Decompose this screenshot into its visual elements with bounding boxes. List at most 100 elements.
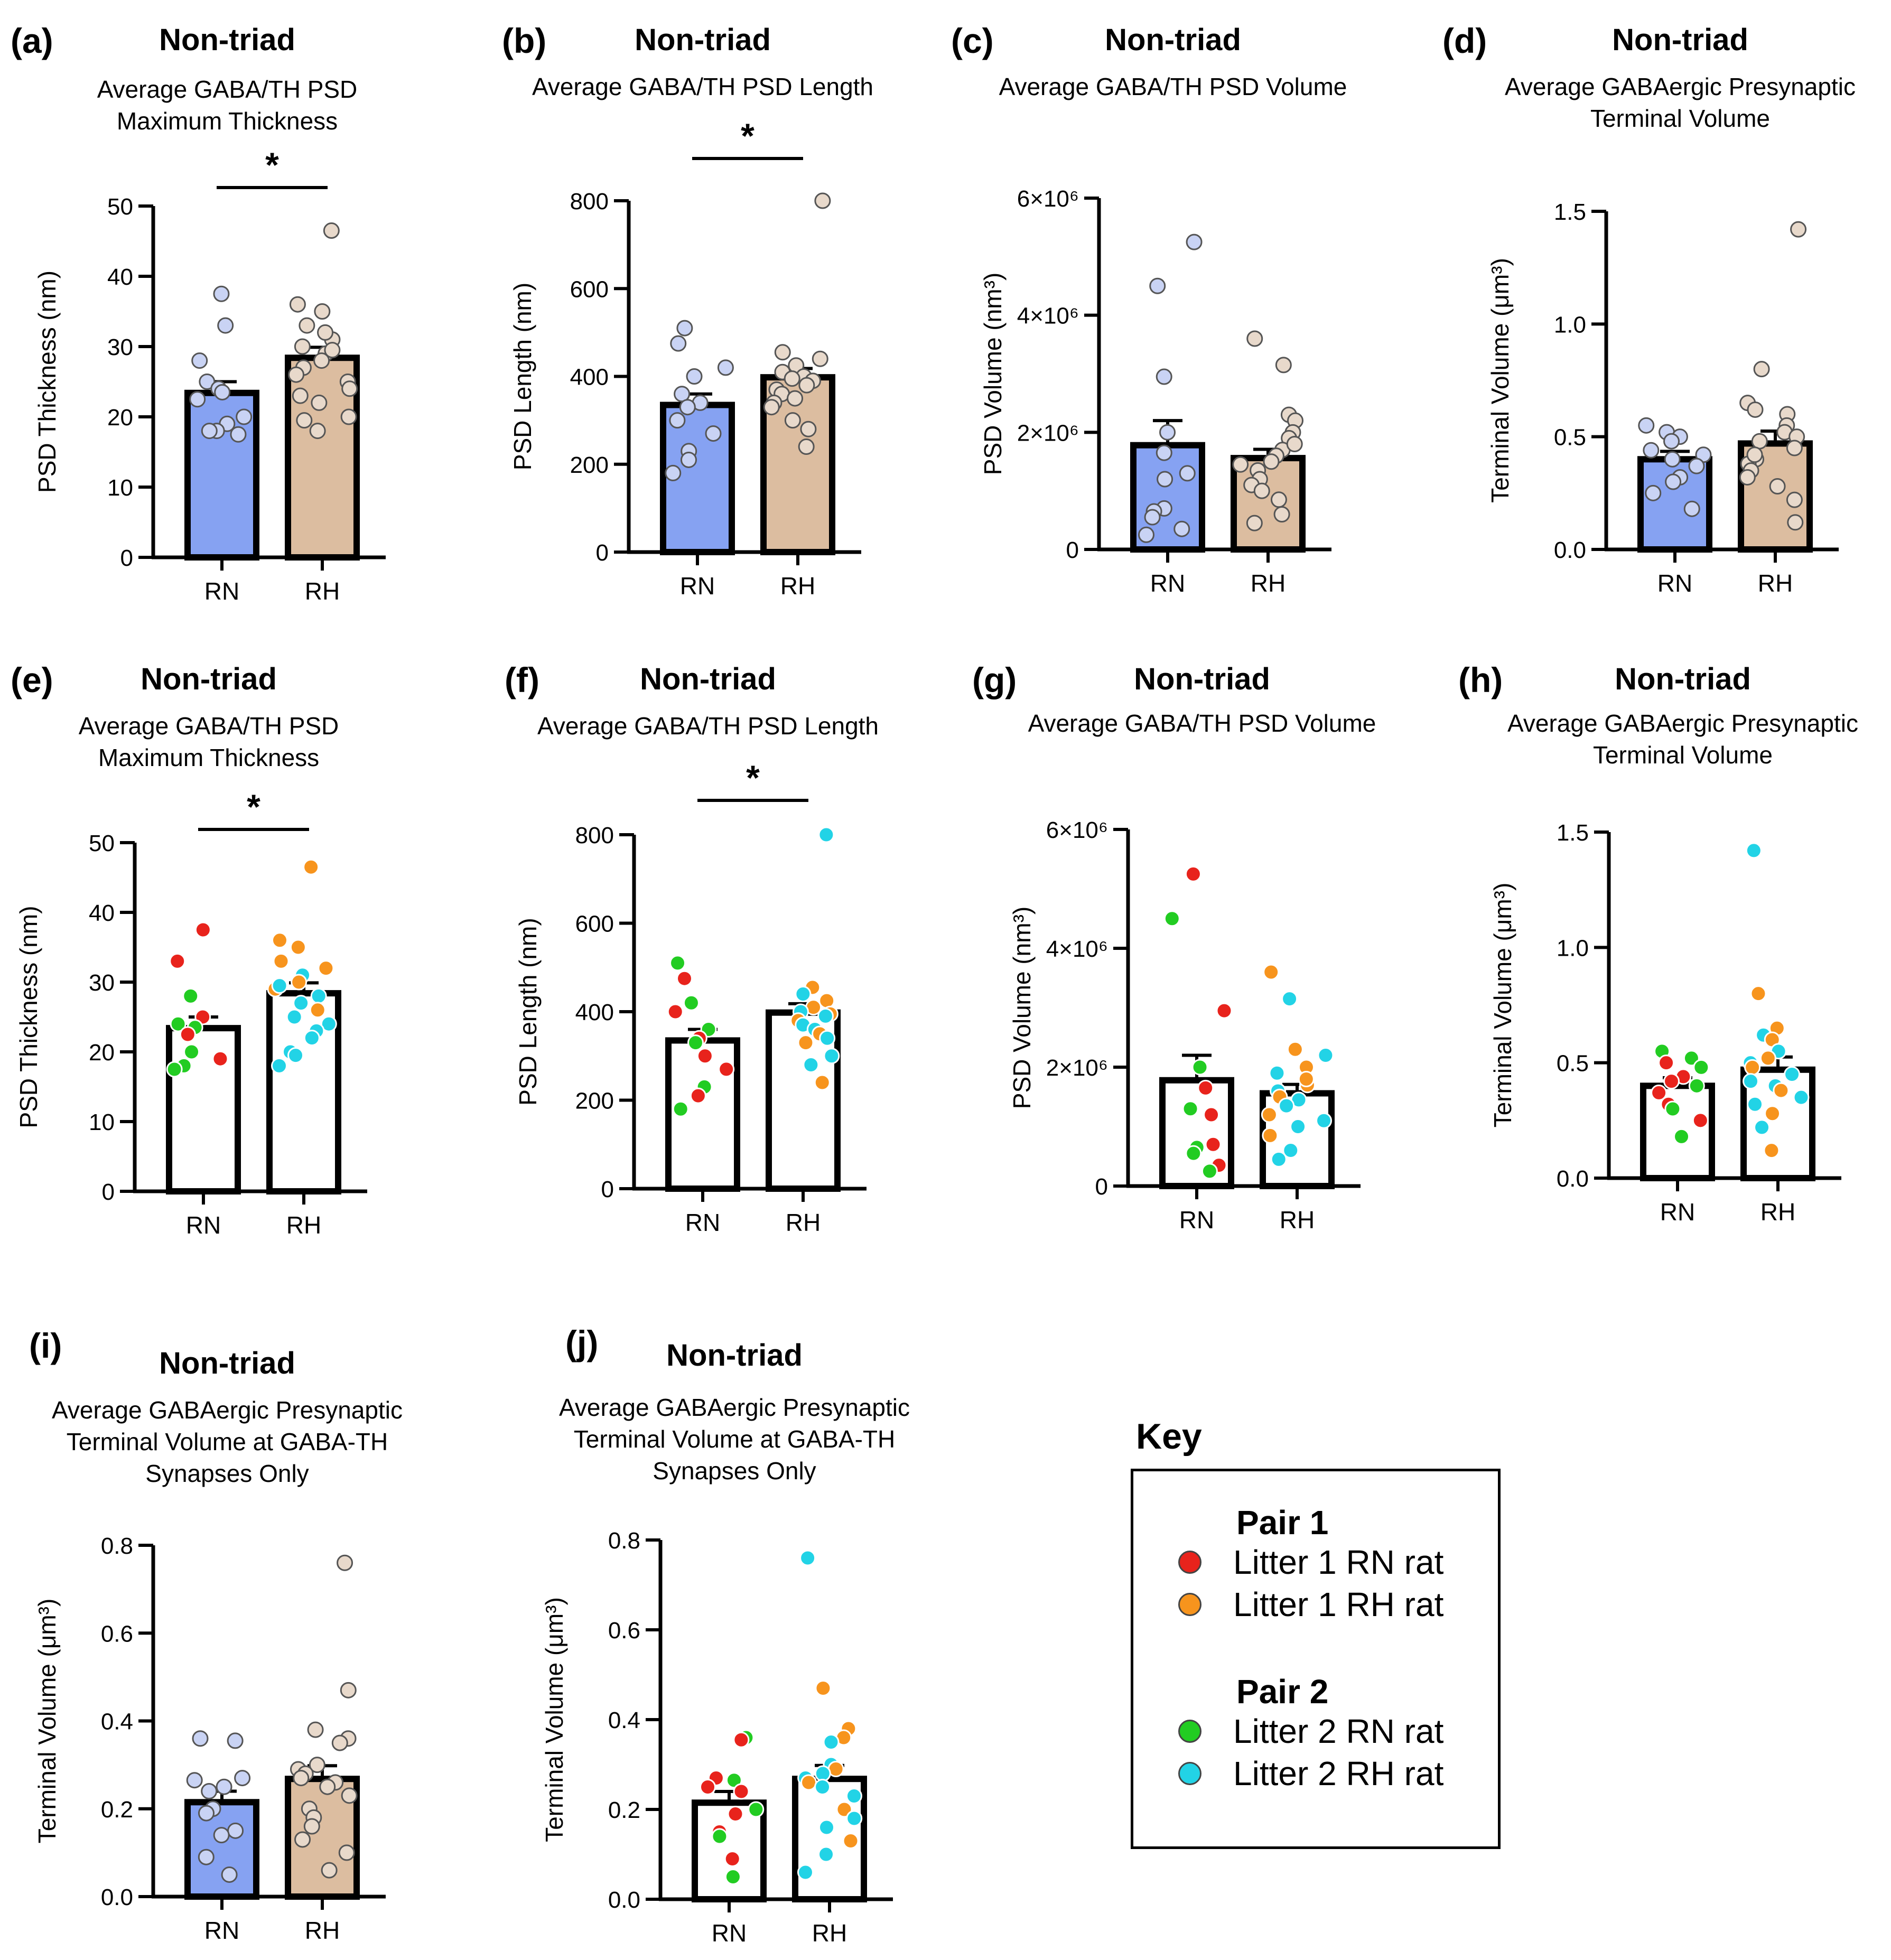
data-point: [271, 1057, 287, 1074]
data-point: [1281, 991, 1298, 1007]
data-point: [1273, 506, 1290, 522]
y-axis-label: PSD Length (nm): [509, 283, 536, 470]
significance-star: *: [247, 787, 260, 826]
x-tick-label: RH: [812, 1919, 847, 1947]
panel-subtitle: Average GABAergic Presynaptic: [1505, 73, 1856, 100]
data-point: [318, 960, 334, 977]
x-tick-label: RH: [786, 1209, 821, 1236]
data-point: [1173, 520, 1190, 537]
data-point: [310, 987, 327, 1004]
data-point: [338, 1844, 355, 1861]
data-point: [1159, 424, 1176, 441]
data-point: [799, 1550, 816, 1566]
data-point: [1651, 1084, 1668, 1101]
data-point: [823, 1048, 840, 1065]
data-point: [303, 1818, 320, 1835]
data-point: [690, 1087, 706, 1104]
panel-subtitle: Maximum Thickness: [117, 107, 338, 135]
key-entry-label: Litter 2 RH rat: [1233, 1754, 1444, 1793]
y-tick-label: 600: [575, 911, 614, 937]
data-point: [1287, 1041, 1303, 1058]
data-point: [216, 1778, 232, 1795]
data-point: [1149, 277, 1166, 294]
data-point: [1182, 1100, 1199, 1117]
data-point: [1157, 471, 1173, 488]
data-point: [818, 826, 835, 843]
data-point: [676, 970, 693, 987]
data-point: [1197, 1079, 1214, 1096]
x-tick-label: RN: [204, 1917, 239, 1944]
data-point: [1203, 1106, 1220, 1123]
y-tick-label: 2×10⁶: [1017, 420, 1079, 446]
data-point: [314, 303, 331, 320]
data-point: [191, 352, 208, 369]
panel-letter: (g): [972, 660, 1017, 699]
data-point: [819, 1030, 836, 1047]
data-point: [189, 391, 206, 408]
key-entry-litter2-rn: Litter 2 RN rat: [1178, 1712, 1443, 1751]
y-tick-label: 6×10⁶: [1017, 186, 1079, 212]
data-point: [1201, 1163, 1218, 1180]
y-axis-label: PSD Volume (nm³): [1008, 907, 1036, 1109]
data-point: [217, 317, 234, 334]
data-point: [1764, 1105, 1781, 1122]
data-point: [1205, 1136, 1222, 1153]
data-point: [845, 1788, 862, 1804]
x-tick-label: RN: [204, 577, 239, 605]
data-point: [1683, 500, 1700, 517]
y-axis-label: Terminal Volume (μm³): [1489, 883, 1516, 1128]
data-point: [1185, 865, 1201, 882]
data-point: [842, 1833, 859, 1849]
significance-star: *: [741, 116, 754, 155]
y-tick-label: 1.0: [1557, 935, 1589, 961]
orange-dot-icon: [1178, 1593, 1201, 1616]
y-tick-label: 0.8: [608, 1528, 640, 1554]
data-point: [727, 1806, 744, 1822]
data-point: [324, 342, 341, 359]
data-point: [1263, 453, 1280, 470]
y-tick-label: 10: [107, 475, 133, 501]
x-tick-label: RH: [780, 572, 815, 600]
data-point: [681, 451, 697, 468]
data-point: [236, 408, 253, 425]
data-point: [818, 1846, 835, 1863]
panel-title: Non-triad: [1105, 23, 1241, 57]
y-tick-label: 0.0: [608, 1887, 640, 1913]
x-tick-label: RN: [186, 1211, 221, 1239]
data-point: [1263, 964, 1280, 981]
data-point: [221, 1866, 238, 1883]
y-axis-label: Terminal Volume (μm³): [541, 1597, 568, 1842]
x-tick-label: RN: [680, 572, 715, 600]
data-point: [1232, 456, 1249, 473]
panel-title: Non-triad: [1612, 23, 1748, 57]
panel-subtitle: Average GABA/TH PSD: [79, 712, 339, 740]
data-point: [1275, 357, 1292, 374]
y-tick-label: 2×10⁶: [1046, 1055, 1108, 1081]
data-point: [1769, 478, 1786, 495]
data-point: [1664, 1100, 1681, 1117]
data-point: [669, 955, 686, 972]
panel-subtitle: Terminal Volume: [1590, 105, 1770, 132]
y-tick-label: 50: [107, 194, 133, 220]
y-axis-label: PSD Volume (nm³): [979, 273, 1007, 475]
bar: [166, 1025, 241, 1194]
data-point: [797, 1864, 814, 1881]
data-point: [1784, 1066, 1801, 1082]
data-point: [1179, 465, 1196, 482]
data-point: [1253, 482, 1270, 499]
data-point: [696, 1048, 713, 1065]
data-point: [818, 1819, 835, 1836]
data-point: [234, 1770, 251, 1787]
panel-title: Non-triad: [635, 23, 771, 57]
panel-subtitle: Maximum Thickness: [98, 744, 319, 771]
key-entry-litter2-rh: Litter 2 RH rat: [1178, 1754, 1443, 1793]
y-tick-label: 0: [596, 540, 609, 566]
data-point: [815, 1680, 832, 1696]
x-tick-label: RH: [286, 1211, 321, 1239]
data-point: [797, 1034, 814, 1051]
data-point: [1747, 1096, 1764, 1113]
cyan-dot-icon: [1178, 1762, 1201, 1785]
panel-subtitle: Average GABA/TH PSD Length: [537, 712, 879, 740]
y-axis-label: PSD Length (nm): [514, 918, 542, 1105]
data-point: [303, 1030, 320, 1047]
